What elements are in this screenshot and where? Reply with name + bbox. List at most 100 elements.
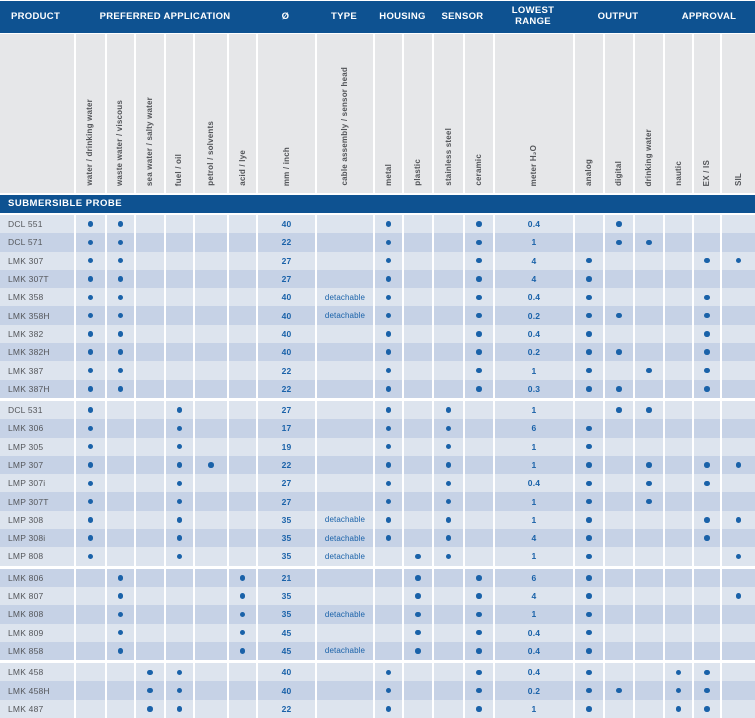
cell-drinking <box>633 699 663 718</box>
cell-fuel <box>163 324 193 344</box>
cell-water <box>74 455 105 475</box>
plastic-dot-icon <box>415 629 421 636</box>
lowest-value: 6 <box>531 423 537 434</box>
cell-exis <box>692 343 720 362</box>
table-body: DCL 551 40 0.4 DCL 571 22 1 LMK 307 27 4 LMK 307T… <box>0 215 755 718</box>
cell-lowest: 1 <box>493 437 573 456</box>
cell-digital <box>603 361 633 380</box>
cell-sil <box>720 251 755 270</box>
cell-water <box>74 437 105 456</box>
cell-metal <box>373 586 402 606</box>
cell-type: detachable <box>315 288 373 307</box>
cell-ceramic <box>463 529 493 548</box>
metal-dot-icon <box>385 498 392 505</box>
cell-ceramic <box>463 288 493 307</box>
diameter-value: 22 <box>281 237 292 248</box>
cell-ceramic <box>463 233 493 252</box>
stainless-dot-icon <box>445 462 452 468</box>
metal-dot-icon <box>385 276 392 282</box>
table-row-lmk-809: LMK 809 45 0.4 <box>0 623 755 642</box>
cell-waste <box>104 419 134 438</box>
cell-stainless <box>432 568 463 587</box>
metal-dot-icon <box>385 312 392 319</box>
cell-water <box>74 233 105 252</box>
cell-exis <box>692 306 720 325</box>
acid-dot-icon <box>239 648 246 654</box>
cell-diameter: 27 <box>256 474 315 493</box>
metal-dot-icon <box>385 294 392 301</box>
cell-sea <box>134 586 164 606</box>
waste-dot-icon <box>117 386 123 392</box>
ceramic-dot-icon <box>476 629 482 636</box>
cell-metal <box>373 419 402 438</box>
cell-analog <box>573 361 603 380</box>
cell-water <box>74 510 105 530</box>
drinking-dot-icon <box>646 367 652 374</box>
cell-sea <box>134 233 164 252</box>
table-row-lmk-306: LMK 306 17 6 <box>0 419 755 438</box>
analog-dot-icon <box>586 648 592 654</box>
lowest-value: 0.4 <box>527 219 541 230</box>
cell-exis <box>692 324 720 344</box>
cell-metal <box>373 251 402 270</box>
cell-sea <box>134 455 164 475</box>
cell-water <box>74 492 105 511</box>
sil-column: SIL <box>720 34 755 193</box>
analog-column-label: analog <box>584 159 593 186</box>
cell-diameter: 40 <box>256 343 315 362</box>
nautic-column: nautic <box>663 34 692 193</box>
table-row-lmp-307i: LMP 307i 27 0.4 <box>0 474 755 493</box>
cell-acid <box>227 605 256 624</box>
cell-waste <box>104 215 134 234</box>
exis-dot-icon <box>704 517 710 523</box>
cell-nautic <box>663 400 692 420</box>
cell-metal <box>373 547 402 566</box>
cell-analog <box>573 324 603 344</box>
cell-petrol <box>193 251 227 270</box>
cell-sil <box>720 269 755 289</box>
water-dot-icon <box>87 498 93 505</box>
cell-sea <box>134 568 164 587</box>
cell-waste <box>104 361 134 380</box>
cell-nautic <box>663 437 692 456</box>
cell-nautic <box>663 510 692 530</box>
cell-water <box>74 681 105 700</box>
cell-plastic <box>402 547 432 566</box>
product-name: LMP 308 <box>0 510 74 530</box>
drinking-dot-icon <box>646 480 652 487</box>
sea-dot-icon <box>147 687 153 694</box>
cell-stainless <box>432 233 463 252</box>
digital-dot-icon <box>616 239 622 246</box>
cell-diameter: 40 <box>256 663 315 682</box>
diameter-value: 40 <box>281 667 292 678</box>
diameter-value: 17 <box>281 423 292 434</box>
water-dot-icon <box>87 331 93 337</box>
cell-acid <box>227 379 256 398</box>
exis-dot-icon <box>704 331 710 337</box>
cell-acid <box>227 215 256 234</box>
cell-acid <box>227 288 256 307</box>
diameter-value: 40 <box>281 219 292 230</box>
cell-plastic <box>402 663 432 682</box>
diameter-value: 40 <box>281 292 292 303</box>
water-dot-icon <box>87 294 93 301</box>
product-name: LMK 458H <box>0 681 74 700</box>
sea-column: sea water / salty water <box>134 34 164 193</box>
cell-diameter: 22 <box>256 455 315 475</box>
cell-exis <box>692 623 720 642</box>
lowest-column-label: meter H₂O <box>529 144 538 186</box>
cell-lowest: 1 <box>493 699 573 718</box>
cell-acid <box>227 547 256 566</box>
table-row-lmp-305: LMP 305 19 1 <box>0 437 755 456</box>
product-name: LMP 307T <box>0 492 74 511</box>
product-group-4: LMK 458 40 0.4 LMK 458H 40 0.2 LMK 487 22 1 <box>0 663 755 718</box>
analog-dot-icon <box>586 443 592 450</box>
plastic-dot-icon <box>415 553 421 560</box>
cell-plastic <box>402 699 432 718</box>
nautic-dot-icon <box>675 706 682 712</box>
analog-dot-icon <box>586 687 592 694</box>
cell-sea <box>134 474 164 493</box>
diameter-value: 35 <box>281 533 292 544</box>
cell-exis <box>692 361 720 380</box>
metal-dot-icon <box>385 535 392 541</box>
